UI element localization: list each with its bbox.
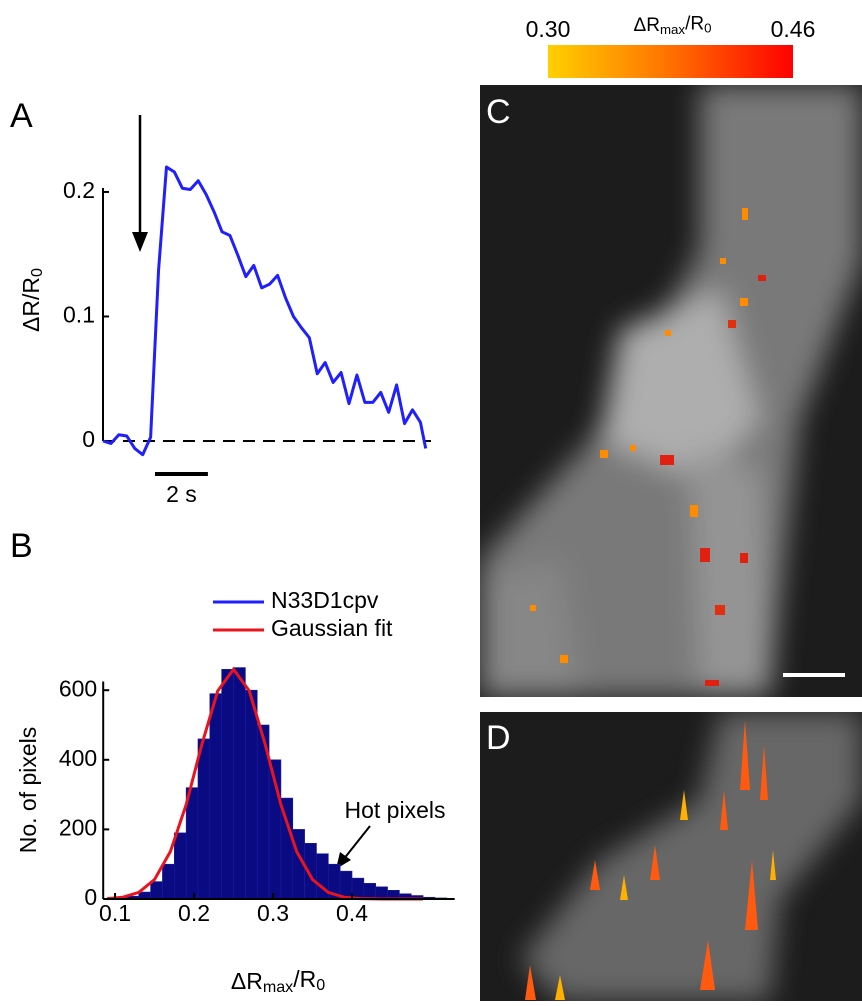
image-c [480,85,862,697]
x-tick-label: 0.1 [99,900,131,926]
bar [363,883,377,900]
panel-label: C [486,93,511,131]
bar [150,881,163,900]
annotation-arrow [342,825,371,861]
x-tick-label: 0.4 [336,900,368,926]
trace [102,165,428,457]
x-axis-label-part: /R [293,966,316,992]
y-axis-label-part: ΔR/R [18,277,44,332]
panel-label: D [486,719,511,757]
bar [138,891,151,900]
y-axis-label-part: 0 [28,268,46,277]
x-axis-label: ΔRmax/R0 [231,966,325,996]
y-tick-label: 0 [82,426,95,452]
legend-label: Gaussian fit [271,615,393,641]
bar [339,870,353,900]
colorbar-title: ΔRmax/R0 [634,13,712,36]
bar [351,877,365,900]
bar [173,832,187,900]
bar [209,693,222,900]
y-tick-label: 600 [59,675,97,701]
colorbar-title-part: /R [685,13,704,34]
colorbar-tick-label: 0.30 [526,16,571,42]
x-tick-label: 0.2 [178,900,210,926]
legend-label: N33D1cpv [271,587,379,613]
y-tick-label: 200 [59,814,97,840]
bar [185,787,199,900]
y-tick-label: 0.1 [63,302,95,328]
bar [197,738,211,900]
panel-label: B [10,527,33,565]
bar [221,669,234,900]
colorbar-title-part: max [660,22,685,37]
colorbar-title-part: ΔR [634,15,660,36]
colorbar [548,45,793,78]
bar [162,863,175,900]
colorbar-tick-label: 0.46 [771,16,816,42]
annotation: Hot pixels [345,797,446,823]
x-axis-label-part: max [263,978,293,996]
y-tick-label: 0 [84,884,97,910]
bar [245,689,258,900]
bar [375,886,388,900]
x-axis-label-part: 0 [316,976,325,994]
colorbar-title-part: 0 [704,20,711,35]
x-axis-label-part: ΔR [231,968,263,994]
image-d [480,712,862,1001]
stimulus-arrow-head [132,232,148,252]
y-tick-label: 400 [59,745,97,771]
y-axis-label: ΔR/R0 [18,268,46,332]
bar [233,667,246,900]
panel-label: A [10,97,33,135]
x-tick-label: 0.3 [257,900,289,926]
y-tick-label: 0.2 [63,177,95,203]
scale-bar-label: 2 s [166,481,197,507]
y-axis-label: No. of pixels [15,727,41,854]
